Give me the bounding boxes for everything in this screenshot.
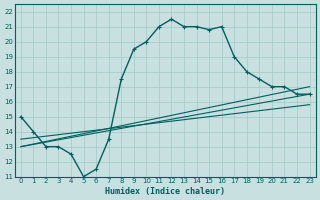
X-axis label: Humidex (Indice chaleur): Humidex (Indice chaleur) <box>105 187 225 196</box>
